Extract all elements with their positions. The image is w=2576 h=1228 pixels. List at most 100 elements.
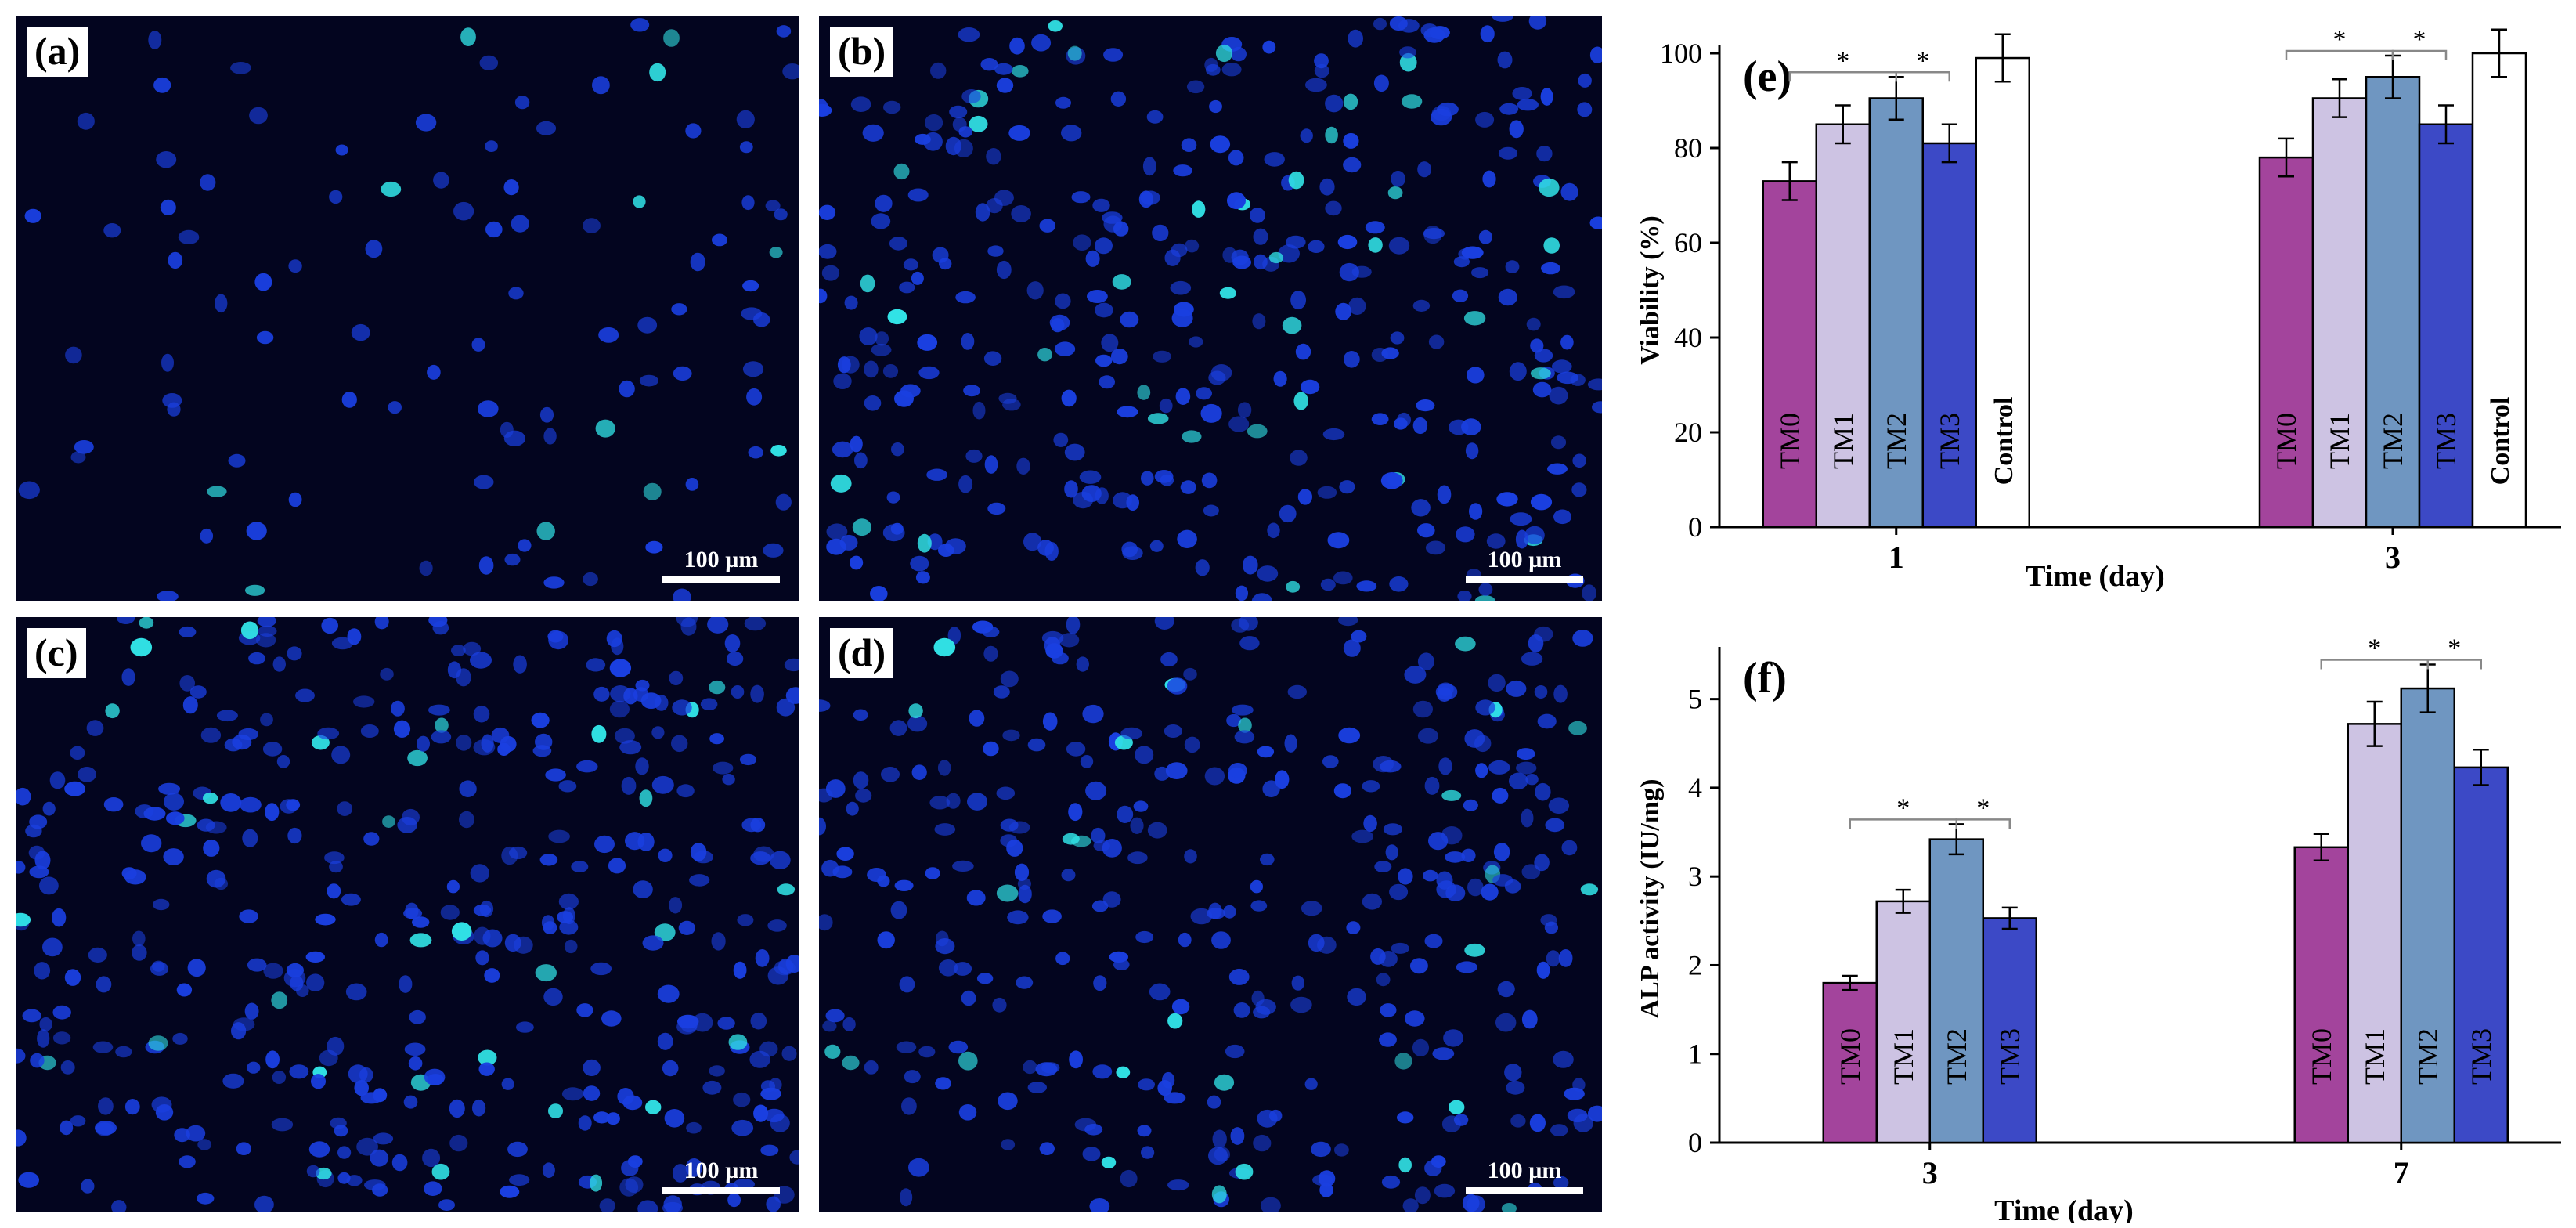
cell-nucleus	[994, 63, 1013, 75]
cell-nucleus	[651, 775, 674, 794]
cell-nucleus	[296, 984, 309, 997]
cell-nucleus	[855, 789, 872, 803]
cell-nucleus	[639, 374, 659, 387]
cell-nucleus	[976, 973, 994, 984]
cell-nucleus	[382, 815, 395, 828]
cell-nucleus	[1539, 178, 1560, 197]
cell-nucleus	[1498, 288, 1517, 306]
cell-nucleus	[435, 717, 449, 733]
cell-nucleus	[915, 133, 931, 145]
cell-nucleus	[748, 446, 763, 459]
cell-nucleus	[598, 327, 619, 343]
cell-nucleus	[564, 939, 578, 954]
cell-nucleus	[153, 77, 171, 93]
cell-nucleus	[1016, 457, 1030, 475]
cell-nucleus	[948, 1040, 969, 1054]
cell-nucleus	[819, 699, 831, 712]
cell-nucleus	[1141, 1146, 1155, 1159]
cell-nucleus	[1233, 1002, 1250, 1018]
cell-nucleus	[39, 876, 59, 895]
cell-nucleus	[742, 361, 764, 377]
cell-nucleus	[1535, 782, 1551, 801]
cell-nucleus	[663, 29, 680, 47]
cell-nucleus	[542, 1162, 555, 1178]
cell-nucleus	[877, 875, 890, 887]
cell-nucleus	[206, 869, 226, 888]
cell-nucleus	[1334, 1143, 1349, 1157]
cell-nucleus	[513, 655, 527, 674]
cell-nucleus	[692, 1013, 713, 1032]
cell-nucleus	[1008, 125, 1030, 141]
cell-nucleus	[982, 626, 1000, 637]
cell-nucleus	[405, 902, 419, 919]
cell-nucleus	[826, 523, 848, 540]
cell-nucleus	[1002, 729, 1020, 742]
cell-nucleus	[1552, 359, 1572, 374]
cell-nucleus	[417, 735, 430, 752]
cell-nucleus	[1568, 721, 1587, 735]
cell-nucleus	[111, 1200, 127, 1212]
cell-nucleus	[685, 1158, 703, 1177]
cell-nucleus	[95, 1121, 117, 1136]
series-label: TM2	[2412, 1028, 2444, 1085]
cell-nucleus	[1461, 246, 1484, 259]
cell-nucleus	[70, 451, 86, 464]
cell-nucleus	[65, 346, 82, 364]
cell-nucleus	[850, 435, 863, 453]
cell-nucleus	[1223, 905, 1236, 919]
cell-nucleus	[415, 114, 437, 132]
cell-nucleus	[42, 801, 56, 816]
cell-nucleus	[1521, 1009, 1538, 1029]
cell-nucleus	[1016, 976, 1034, 989]
cell-nucleus	[875, 194, 893, 212]
cell-nucleus	[1273, 370, 1287, 387]
cell-nucleus	[331, 746, 351, 764]
cell-nucleus	[774, 208, 788, 221]
cell-nucleus	[1059, 633, 1080, 648]
cell-nucleus	[1308, 240, 1325, 253]
cell-nucleus	[889, 720, 907, 736]
cell-nucleus	[1173, 164, 1192, 177]
cell-nucleus	[289, 1064, 309, 1079]
cell-nucleus	[958, 1051, 978, 1071]
cell-nucleus	[478, 1062, 495, 1076]
cell-nucleus	[244, 1002, 259, 1020]
cell-nucleus	[1564, 1087, 1585, 1100]
cell-nucleus	[255, 633, 276, 648]
cell-nucleus	[246, 522, 267, 540]
y-tick-label: 0	[1688, 1127, 1702, 1158]
cell-nucleus	[767, 966, 788, 985]
cell-nucleus	[1431, 1155, 1446, 1168]
cell-nucleus	[731, 685, 745, 699]
cell-nucleus	[1279, 504, 1297, 523]
cell-nucleus	[1365, 221, 1385, 234]
cell-nucleus	[1293, 392, 1308, 410]
cell-nucleus	[1314, 53, 1329, 69]
cell-nucleus	[1164, 249, 1181, 266]
cell-nucleus	[1101, 334, 1119, 352]
cell-nucleus	[1529, 1114, 1546, 1132]
cell-nucleus	[842, 1017, 856, 1031]
cell-nucleus	[963, 385, 980, 397]
cell-nucleus	[609, 659, 632, 677]
cell-nucleus	[200, 528, 214, 544]
cell-nucleus	[594, 835, 615, 854]
cell-nucleus	[52, 1031, 71, 1045]
cell-nucleus	[1530, 338, 1544, 353]
cell-nucleus	[1127, 851, 1148, 865]
cell-nucleus	[1521, 652, 1543, 666]
cell-nucleus	[619, 1178, 639, 1197]
cell-nucleus	[1351, 265, 1372, 278]
cell-nucleus	[1165, 762, 1188, 779]
cell-nucleus	[669, 670, 684, 686]
cell-nucleus	[478, 1049, 497, 1066]
cell-nucleus	[649, 63, 666, 82]
cell-nucleus	[424, 1068, 446, 1085]
cell-nucleus	[1530, 367, 1551, 380]
y-tick-label: 60	[1674, 227, 1702, 258]
bar-tm2	[2400, 687, 2455, 1144]
cell-nucleus	[360, 724, 379, 738]
cell-nucleus	[372, 1183, 388, 1197]
cell-nucleus	[70, 1115, 86, 1127]
scale-bar: 100 µm	[1466, 1158, 1583, 1194]
